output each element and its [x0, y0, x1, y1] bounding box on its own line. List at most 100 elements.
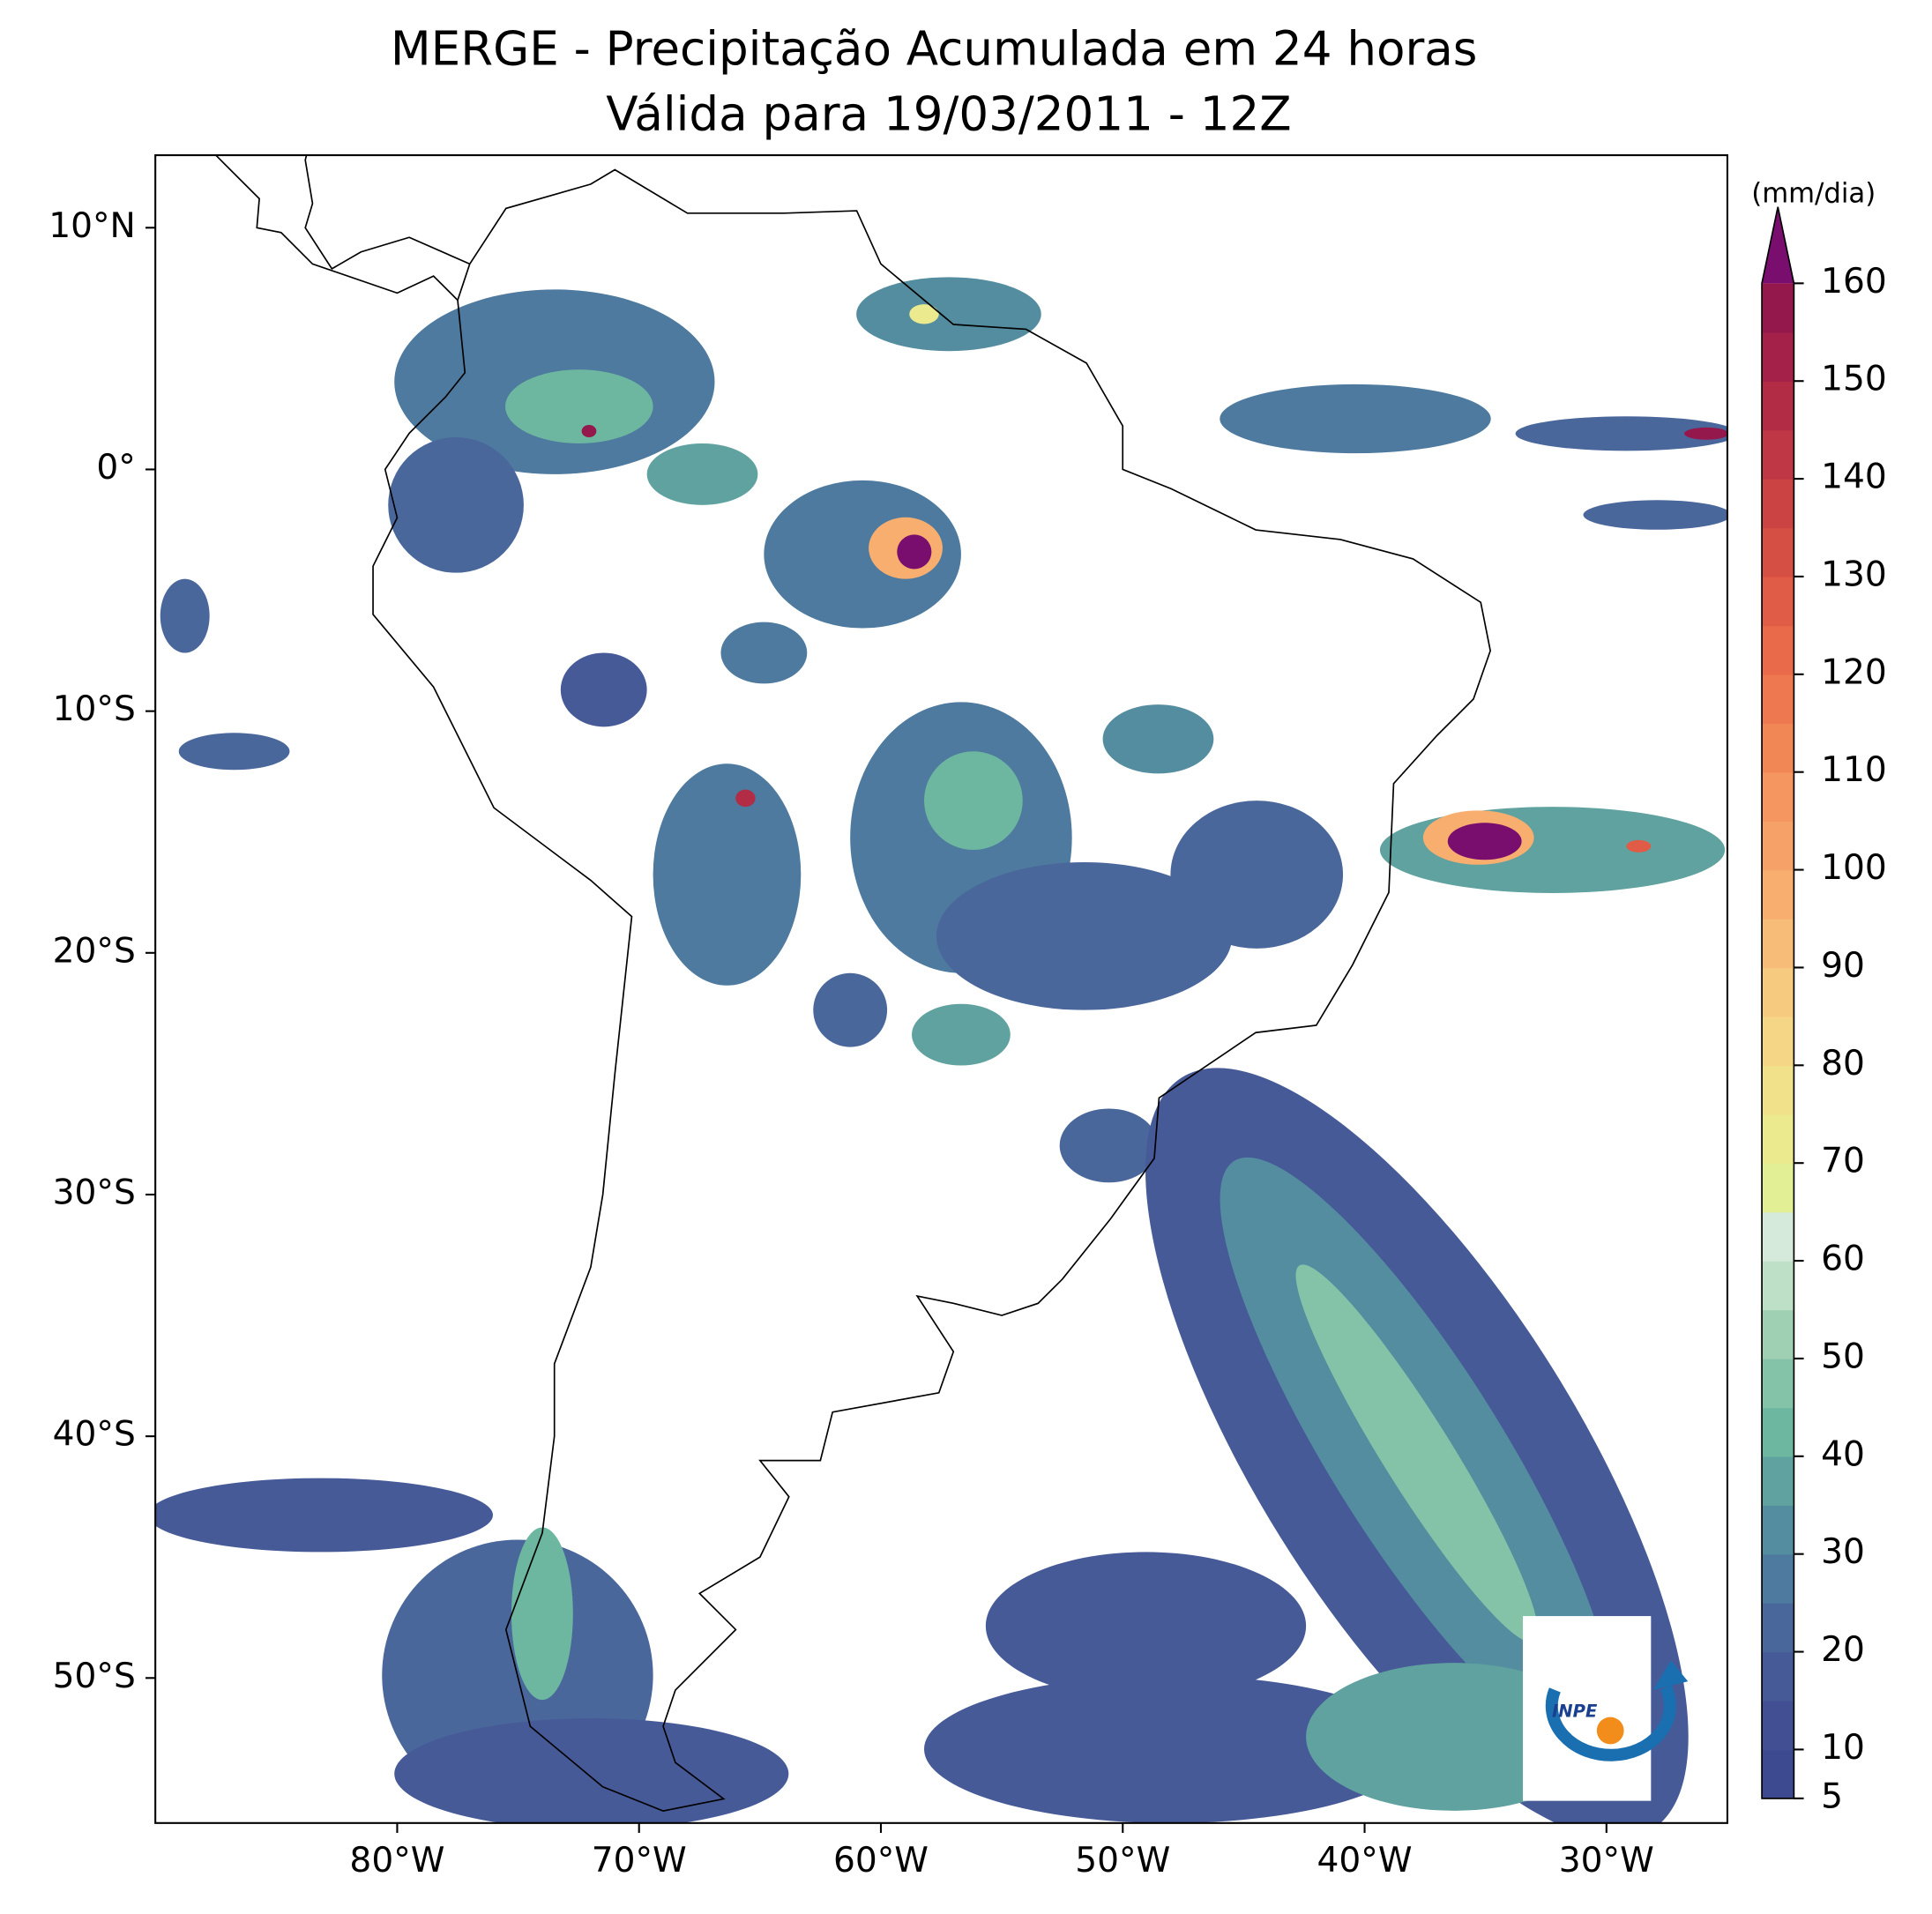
colorbar-band — [1762, 1065, 1794, 1115]
colorbar-band — [1762, 576, 1794, 627]
precip-area — [1220, 384, 1491, 454]
colorbar-band — [1762, 821, 1794, 871]
colorbar-extend — [1762, 206, 1794, 284]
precip-area — [160, 578, 210, 653]
precip-area — [856, 277, 1041, 352]
colorbar-band — [1762, 869, 1794, 920]
map-frame — [154, 153, 1728, 1824]
precip-area — [1102, 704, 1214, 774]
precip-area — [1626, 839, 1652, 853]
coastline-layer — [214, 155, 1491, 1812]
precip-area — [1059, 1108, 1159, 1183]
colorbar-band — [1762, 1505, 1794, 1555]
precip-area — [909, 304, 939, 324]
y-tick-label: 10°N — [48, 206, 136, 246]
precip-area — [581, 425, 597, 437]
colorbar-tick-label: 140 — [1821, 458, 1887, 497]
colorbar-tick-label: 80 — [1821, 1044, 1865, 1084]
colorbar-tick-label: 90 — [1821, 946, 1865, 986]
colorbar-tick-label: 5 — [1821, 1776, 1843, 1816]
logo-text: INPE — [1552, 1702, 1598, 1722]
precip-area — [1170, 801, 1344, 949]
coastline — [304, 155, 471, 270]
colorbar-label: (mm/dia) — [1751, 177, 1876, 209]
precip-area — [653, 763, 802, 986]
x-tick-label: 70°W — [592, 1841, 687, 1880]
colorbar-band — [1762, 1553, 1794, 1604]
colorbar-tick-label: 130 — [1821, 555, 1887, 594]
precip-area — [178, 733, 290, 771]
y-tick-label: 10°S — [53, 689, 136, 729]
precip-area — [511, 1527, 573, 1701]
colorbar-frame — [1761, 206, 1795, 1799]
logo-background — [1523, 1616, 1652, 1801]
logo-arrow — [1653, 1660, 1689, 1690]
colorbar-tick-label: 20 — [1821, 1630, 1865, 1670]
colorbar-band — [1762, 331, 1794, 382]
precip-area — [897, 534, 932, 570]
precip-area — [912, 1003, 1011, 1066]
colorbar-tick-label: 160 — [1821, 262, 1887, 302]
y-tick-label: 0° — [96, 448, 135, 488]
colorbar-band — [1762, 1603, 1794, 1653]
colorbar-band — [1762, 283, 1794, 333]
colorbar-tick-label: 30 — [1821, 1532, 1865, 1572]
x-tick-label: 40°W — [1317, 1841, 1413, 1880]
precip-area — [985, 1552, 1307, 1701]
precip-area — [923, 1675, 1417, 1823]
logo-arc — [1545, 1685, 1676, 1761]
precip-area — [813, 972, 888, 1047]
colorbar-tick-label: 70 — [1821, 1142, 1865, 1181]
colorbar-band — [1762, 1700, 1794, 1751]
title-line: Válida para 19/03/2011 - 12Z — [606, 86, 1291, 141]
colorbar-band — [1762, 1749, 1794, 1799]
colorbar-band — [1762, 381, 1794, 431]
precip-area — [560, 652, 647, 727]
colorbar-band — [1762, 919, 1794, 969]
precip-area — [155, 1478, 493, 1553]
precip-area — [504, 369, 653, 443]
colorbar-tick-label: 120 — [1821, 652, 1887, 692]
title-line: MERGE - Precipitação Acumulada em 24 hor… — [391, 21, 1478, 76]
colorbar-band — [1762, 967, 1794, 1017]
y-tick-label: 40°S — [53, 1415, 136, 1455]
y-tick-label: 20°S — [53, 931, 136, 971]
colorbar-band — [1762, 429, 1794, 480]
colorbar-band — [1762, 674, 1794, 724]
logo-dot — [1596, 1717, 1624, 1745]
colorbar-band — [1762, 479, 1794, 529]
colorbar-band — [1762, 1456, 1794, 1506]
colorbar-band — [1762, 625, 1794, 675]
x-tick-label: 30°W — [1559, 1841, 1654, 1880]
colorbar-tick-label: 100 — [1821, 848, 1887, 888]
precip-area — [764, 480, 961, 629]
precip-area — [936, 862, 1233, 1010]
colorbar-band — [1762, 1651, 1794, 1702]
colorbar-band — [1762, 723, 1794, 773]
colorbar-band — [1762, 1211, 1794, 1262]
x-tick-label: 80°W — [349, 1841, 444, 1880]
precip-area — [1515, 416, 1727, 451]
colorbar-band — [1762, 1358, 1794, 1409]
colorbar-tick-label: 10 — [1821, 1728, 1865, 1768]
colorbar-tick-label: 50 — [1821, 1337, 1865, 1376]
colorbar-tick-label: 150 — [1821, 360, 1887, 399]
coastline — [372, 168, 1491, 1812]
colorbar-band — [1762, 1407, 1794, 1457]
colorbar-band — [1762, 527, 1794, 577]
colorbar-band — [1762, 1113, 1794, 1164]
colorbar-tick-label: 40 — [1821, 1434, 1865, 1474]
precip-area — [923, 751, 1023, 851]
colorbar-band — [1762, 771, 1794, 822]
precip-area — [394, 1718, 789, 1823]
colorbar-tick-label: 60 — [1821, 1240, 1865, 1279]
coastline — [214, 155, 459, 302]
x-tick-label: 60°W — [833, 1841, 929, 1880]
precip-area — [1295, 1264, 1539, 1642]
logo: INPE — [1523, 1616, 1689, 1801]
colorbar-band — [1762, 1309, 1794, 1359]
y-tick-label: 30°S — [53, 1173, 136, 1212]
precip-area — [646, 443, 758, 505]
y-tick-label: 50°S — [53, 1657, 136, 1696]
